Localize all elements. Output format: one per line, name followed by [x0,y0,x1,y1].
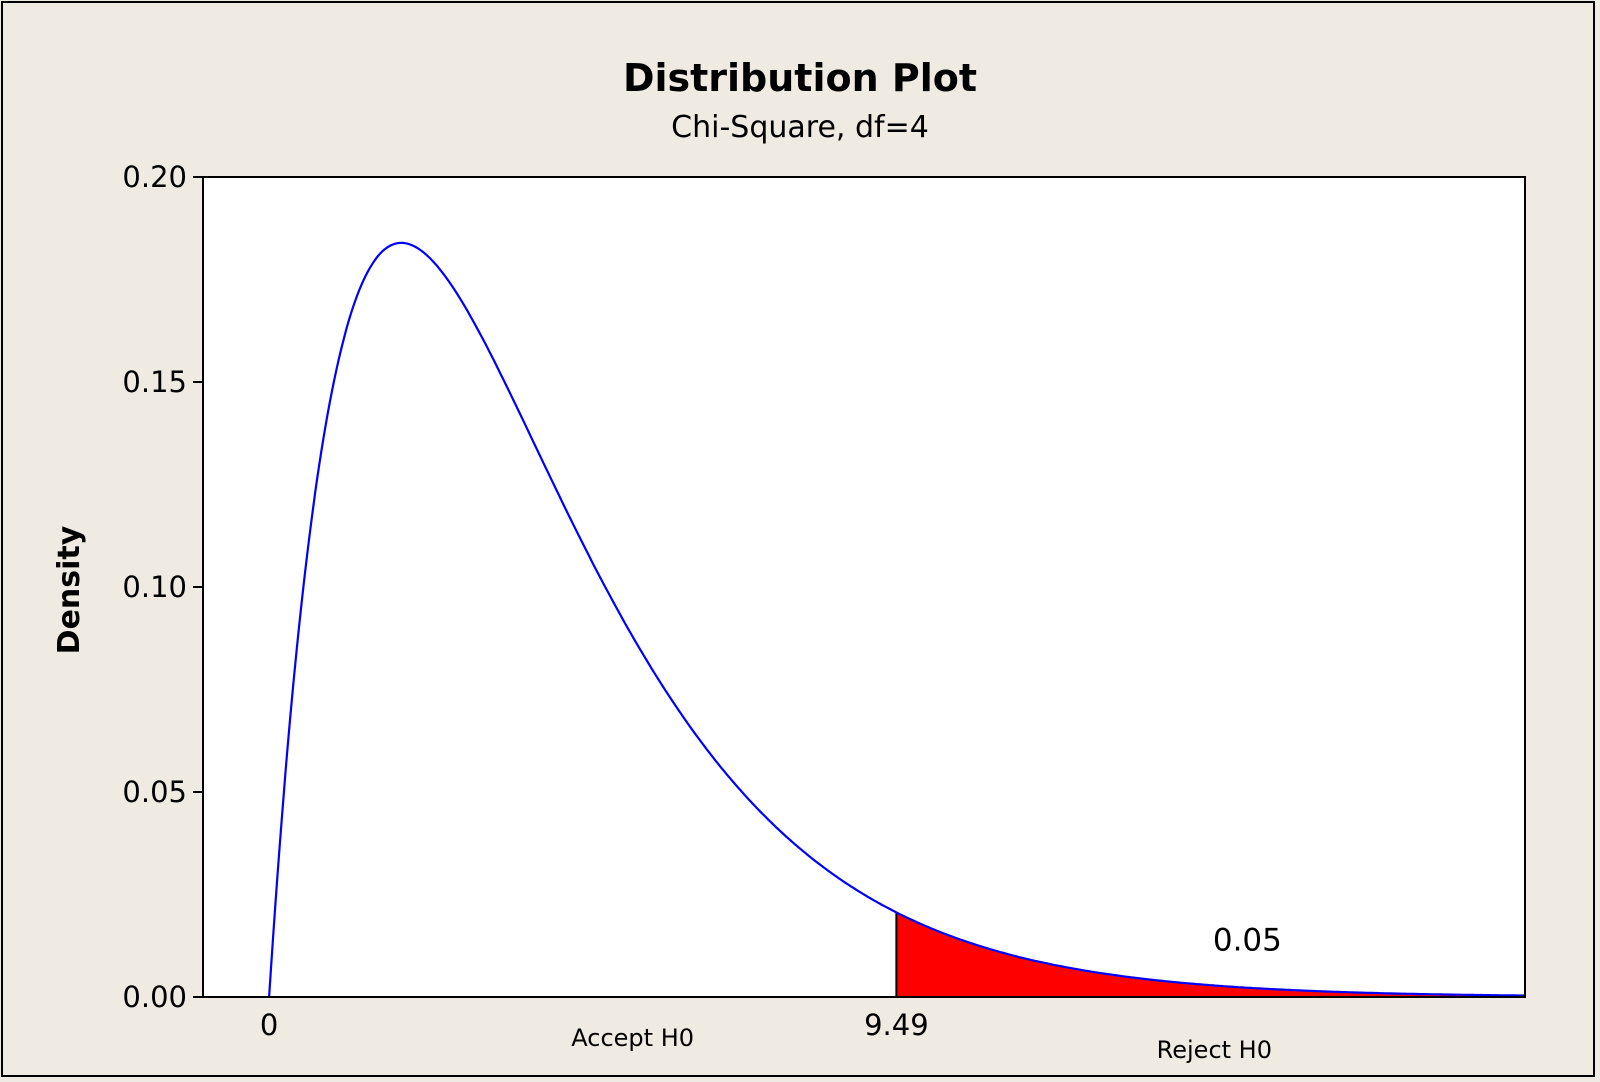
y-tick-label: 0.15 [122,365,187,399]
chart-subtitle: Chi-Square, df=4 [671,110,929,145]
region-annotations: Accept H0 Reject H0 [571,1024,1272,1064]
y-axis-title: Density [52,525,87,654]
y-tick-label: 0.20 [122,160,187,194]
annotation-reject-h0: Reject H0 [1157,1036,1272,1064]
chart-title: Distribution Plot [623,56,977,100]
y-axis: 0.00 0.05 0.10 0.15 0.20 [122,160,203,1014]
y-tick-label: 0.05 [122,775,187,809]
y-tick-label: 0.10 [122,570,187,604]
y-tick-label: 0.00 [122,980,187,1014]
rejection-region [896,912,1525,997]
plot-area [203,177,1525,997]
x-tick-label: 9.49 [864,1008,929,1042]
annotation-accept-h0: Accept H0 [571,1024,694,1052]
x-axis: 0 9.49 [260,1008,929,1042]
tail-area-label: 0.05 [1213,923,1282,959]
x-tick-label: 0 [260,1008,278,1042]
density-curve [268,241,1525,998]
